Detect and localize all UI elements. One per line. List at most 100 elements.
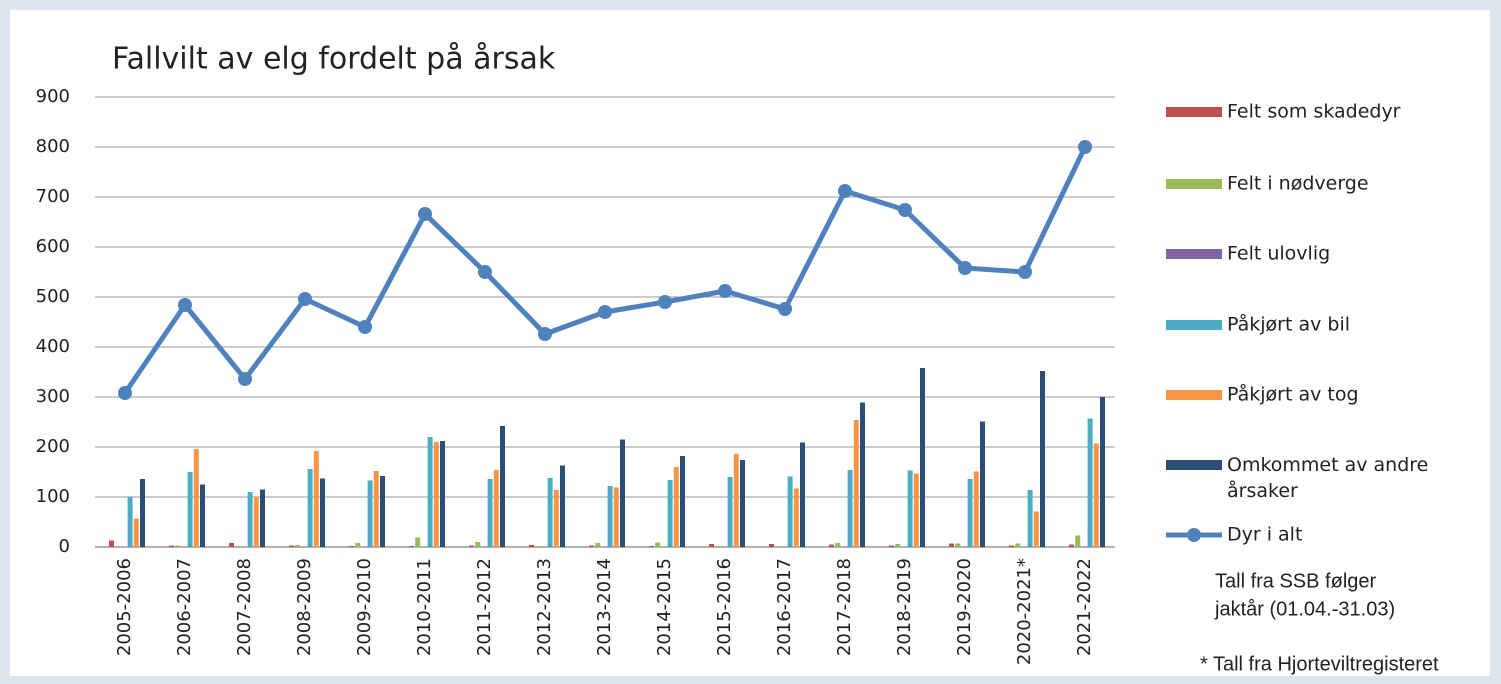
bar	[1033, 511, 1039, 547]
note: Tall fra SSB følger	[1215, 570, 1377, 592]
bar	[920, 368, 925, 547]
bar	[200, 484, 205, 547]
legend-label: Felt ulovlig	[1227, 243, 1330, 265]
y-tick-label: 500	[36, 286, 70, 307]
bar	[1009, 545, 1014, 547]
legend-swatch	[1166, 320, 1222, 330]
x-tick-label: 2006-2007	[174, 558, 195, 656]
bar	[1093, 443, 1099, 547]
bar	[349, 546, 354, 547]
bar	[547, 478, 553, 547]
marker	[358, 320, 372, 334]
bar	[829, 544, 834, 547]
bar	[1040, 371, 1045, 547]
x-tick-label: 2008-2009	[294, 558, 315, 656]
x-tick-label: 2012-2013	[534, 558, 555, 656]
bar	[733, 454, 739, 547]
legend-label-line: Omkommet av andre	[1227, 454, 1428, 476]
bar	[553, 490, 559, 547]
legend-swatch	[1166, 179, 1222, 189]
bar	[673, 467, 679, 547]
bar	[967, 479, 973, 547]
bar	[613, 487, 619, 547]
bar	[907, 470, 913, 547]
legend-label: Omkommet av andre årsaker	[1227, 454, 1428, 502]
marker	[538, 327, 552, 341]
bar	[440, 441, 445, 547]
chart-title: Fallvilt av elg fordelt på årsak	[112, 42, 556, 77]
bar	[853, 420, 859, 547]
marker	[718, 284, 732, 298]
bar	[109, 540, 114, 547]
legend-swatch	[1166, 460, 1222, 470]
x-tick-label: 2021-2022	[1074, 558, 1095, 656]
bar	[433, 442, 439, 547]
bar	[487, 479, 493, 547]
bar	[1100, 397, 1105, 547]
y-tick-label: 0	[59, 536, 70, 557]
bar	[140, 479, 145, 547]
bar	[427, 437, 433, 547]
bar	[793, 488, 799, 547]
bar	[529, 545, 534, 547]
note: jaktår (01.04.-31.03)	[1214, 598, 1395, 620]
bar	[260, 489, 265, 547]
x-tick-label: 2019-2020	[954, 558, 975, 656]
x-tick-label: 2015-2016	[714, 558, 735, 656]
bar	[1069, 544, 1074, 547]
x-tick-label: 2020-2021*	[1014, 558, 1035, 665]
marker	[958, 261, 972, 275]
bar	[667, 480, 673, 547]
y-tick-label: 800	[36, 136, 70, 157]
bar	[295, 545, 301, 547]
bar	[320, 478, 325, 547]
marker	[778, 302, 792, 316]
bar	[409, 546, 414, 547]
bar	[715, 546, 721, 547]
y-tick-label: 700	[36, 186, 70, 207]
legend-label: Påkjørt av tog	[1227, 383, 1359, 406]
bar	[980, 421, 985, 547]
bar	[955, 543, 961, 547]
legend-swatch	[1166, 107, 1222, 117]
bar	[607, 486, 613, 547]
x-tick-label: 2013-2014	[594, 558, 615, 656]
bar	[847, 470, 853, 547]
bar	[740, 460, 745, 547]
marker	[178, 298, 192, 312]
bar	[787, 476, 793, 547]
bar	[973, 471, 979, 547]
marker	[478, 265, 492, 279]
legend-label: Felt i nødverge	[1227, 173, 1369, 195]
x-tick-label: 2005-2006	[114, 558, 135, 656]
bar	[313, 451, 319, 547]
legend-swatch	[1166, 249, 1222, 259]
y-tick-label: 600	[36, 236, 70, 257]
bar	[187, 472, 193, 547]
bar	[727, 477, 733, 547]
bar	[889, 545, 894, 547]
bar	[680, 456, 685, 547]
x-tick-label: 2014-2015	[654, 558, 675, 656]
marker	[238, 372, 252, 386]
marker	[298, 292, 312, 306]
bar	[355, 543, 361, 547]
marker	[658, 295, 672, 309]
y-tick-label: 100	[36, 486, 70, 507]
bar	[229, 543, 234, 547]
bar	[1087, 418, 1093, 547]
bar	[589, 545, 594, 547]
x-tick-label: 2016-2017	[774, 558, 795, 656]
x-tick-label: 2018-2019	[894, 558, 915, 656]
bar	[1027, 490, 1033, 547]
marker	[1078, 140, 1092, 154]
legend-label: Påkjørt av bil	[1227, 313, 1350, 336]
bar	[1075, 535, 1081, 547]
bar	[253, 497, 259, 547]
bar	[475, 542, 481, 547]
bar	[535, 546, 541, 547]
legend-label: Felt som skadedyr	[1227, 101, 1401, 123]
bar	[1015, 543, 1021, 547]
